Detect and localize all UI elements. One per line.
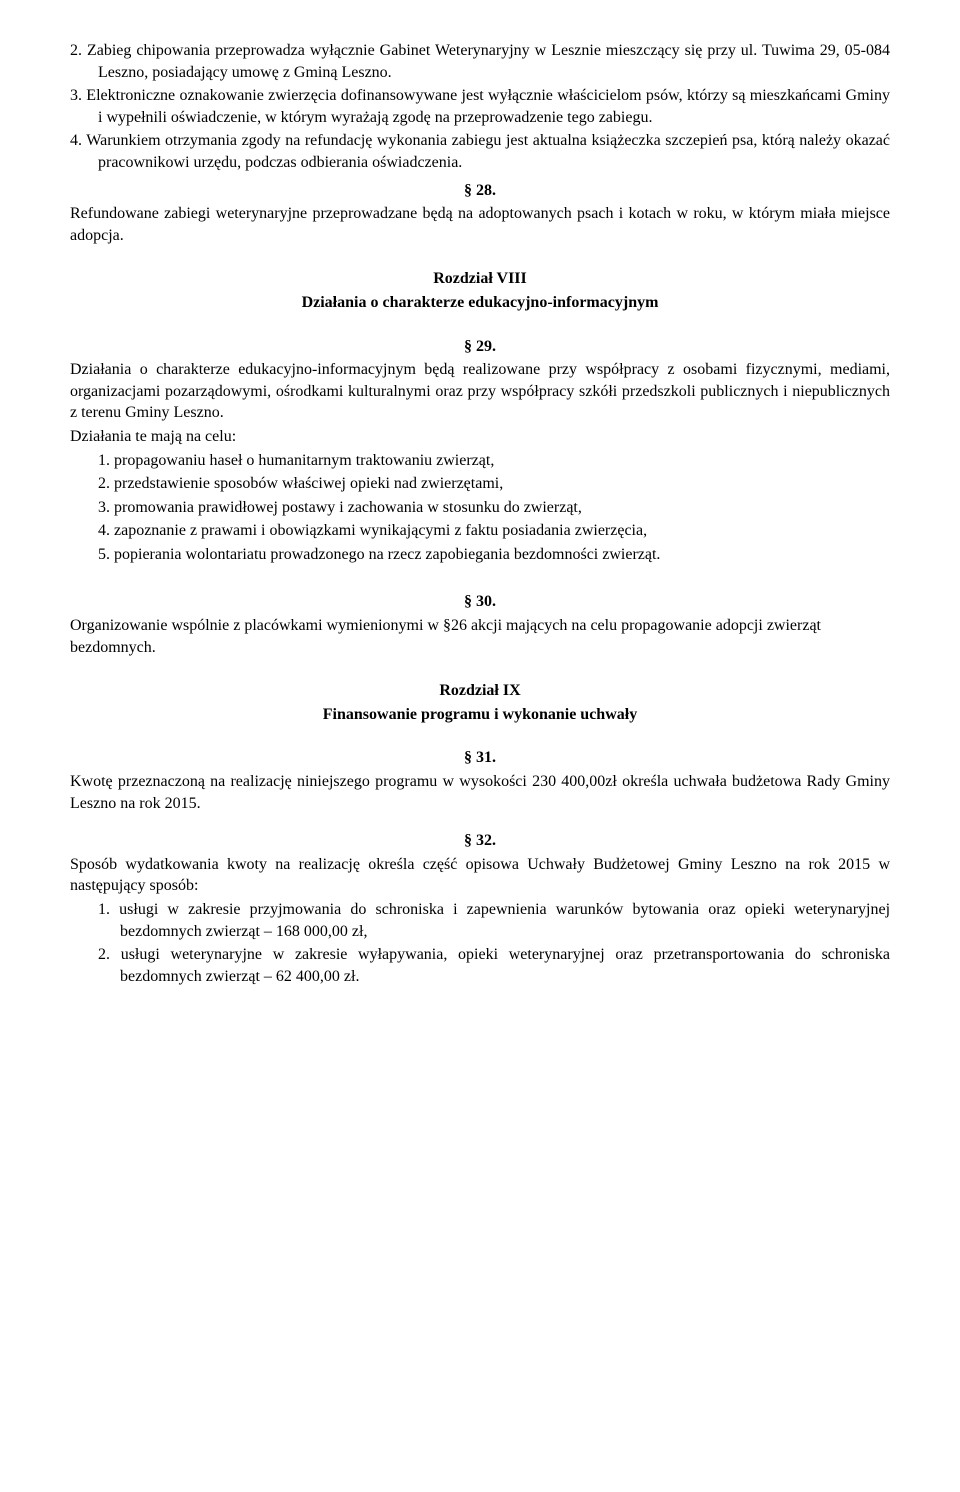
item-text: Zabieg chipowania przeprowadza wyłącznie… (87, 42, 890, 81)
list-item: 1. propagowaniu haseł o humanitarnym tra… (98, 450, 890, 472)
item-number: 2. (98, 475, 110, 492)
item-number: 2. (98, 946, 110, 963)
section-31-heading: § 31. (70, 747, 890, 769)
list-item: 4. zapoznanie z prawami i obowiązkami wy… (98, 520, 890, 542)
item-number: 4. (98, 522, 110, 539)
section-29-heading: § 29. (70, 336, 890, 358)
section-32-list: 1. usługi w zakresie przyjmowania do sch… (70, 899, 890, 987)
item-number: 3. (98, 499, 110, 516)
list-item: 2. usługi weterynaryjne w zakresie wyłap… (98, 944, 890, 987)
section-29-intro: Działania o charakterze edukacyjno-infor… (70, 359, 890, 424)
item-text: przedstawienie sposobów właściwej opieki… (114, 475, 503, 492)
list-item: 2. przedstawienie sposobów właściwej opi… (98, 473, 890, 495)
list-item-4: 4. Warunkiem otrzymania zgody na refunda… (70, 130, 890, 173)
item-text: propagowaniu haseł o humanitarnym trakto… (114, 452, 494, 469)
list-item-3: 3. Elektroniczne oznakowanie zwierzęcia … (70, 85, 890, 128)
section-29-aim: Działania te mają na celu: (70, 426, 890, 448)
item-number: 1. (98, 452, 110, 469)
section-28-text: Refundowane zabiegi weterynaryjne przepr… (70, 203, 890, 246)
section-28-heading: § 28. (70, 180, 890, 202)
section-32-heading: § 32. (70, 830, 890, 852)
section-30-text: Organizowanie wspólnie z placówkami wymi… (70, 615, 890, 658)
item-text: promowania prawidłowej postawy i zachowa… (114, 499, 582, 516)
section-30-heading: § 30. (70, 591, 890, 613)
section-32-intro: Sposób wydatkowania kwoty na realizację … (70, 854, 890, 897)
list-item: 5. popierania wolontariatu prowadzonego … (98, 544, 890, 566)
list-item: 3. promowania prawidłowej postawy i zach… (98, 497, 890, 519)
section-29-list: 1. propagowaniu haseł o humanitarnym tra… (70, 450, 890, 566)
item-text: Warunkiem otrzymania zgody na refundację… (86, 132, 890, 171)
item-number: 5. (98, 546, 110, 563)
item-number: 4. (70, 132, 82, 149)
item-text: popierania wolontariatu prowadzonego na … (114, 546, 660, 563)
list-item-2: 2. Zabieg chipowania przeprowadza wyłącz… (70, 40, 890, 83)
chapter-8-title: Rozdział VIII (70, 268, 890, 290)
item-text: zapoznanie z prawami i obowiązkami wynik… (114, 522, 647, 539)
section-31-text: Kwotę przeznaczoną na realizację niniejs… (70, 771, 890, 814)
item-text: usługi w zakresie przyjmowania do schron… (119, 901, 890, 940)
chapter-8-subtitle: Działania o charakterze edukacyjno-infor… (70, 292, 890, 314)
item-text: usługi weterynaryjne w zakresie wyłapywa… (120, 946, 890, 985)
chapter-9-title: Rozdział IX (70, 680, 890, 702)
item-number: 2. (70, 42, 82, 59)
item-number: 1. (98, 901, 110, 918)
chapter-9-subtitle: Finansowanie programu i wykonanie uchwał… (70, 704, 890, 726)
item-number: 3. (70, 87, 82, 104)
item-text: Elektroniczne oznakowanie zwierzęcia dof… (86, 87, 890, 126)
list-item: 1. usługi w zakresie przyjmowania do sch… (98, 899, 890, 942)
